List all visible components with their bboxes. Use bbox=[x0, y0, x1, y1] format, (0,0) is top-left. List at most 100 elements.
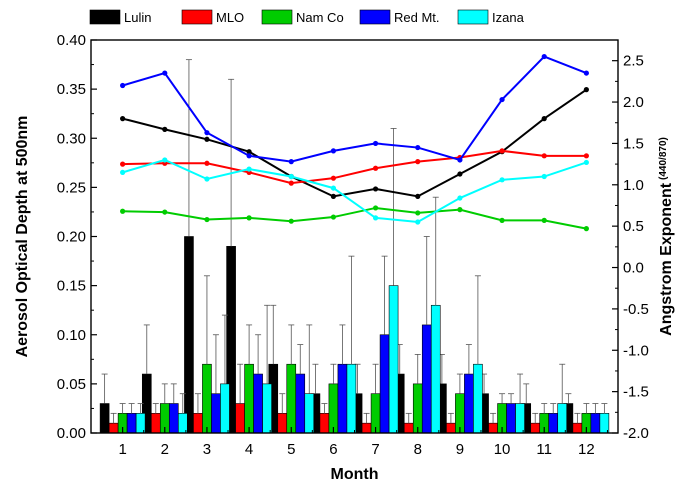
red-mt-angstrom-line bbox=[122, 55, 587, 163]
izana-angstrom-point bbox=[288, 173, 294, 180]
x-tick-label: 8 bbox=[414, 441, 422, 458]
right-y-tick-label: -0.5 bbox=[623, 301, 649, 318]
izana-angstrom-point bbox=[204, 176, 210, 182]
right-y-tick-label: -1.5 bbox=[623, 384, 649, 401]
right-y-axis-title: Angstrom Exponent (440/870) bbox=[658, 137, 675, 336]
x-tick-label: 9 bbox=[456, 441, 464, 458]
right-y-tick-label: 1.0 bbox=[623, 177, 644, 194]
red-mt-angstrom-point bbox=[372, 140, 379, 147]
left-y-tick-label: 0.30 bbox=[57, 130, 86, 147]
left-y-tick-label: 0.00 bbox=[57, 425, 86, 442]
x-tick-label: 2 bbox=[161, 441, 169, 458]
mlo-bar bbox=[235, 403, 245, 434]
nam-co-angstrom-point bbox=[541, 217, 547, 223]
red-mt-angstrom-point bbox=[541, 53, 547, 60]
nam-co-angstrom-point bbox=[246, 215, 252, 221]
red-mt-angstrom-point bbox=[246, 153, 252, 159]
lulin-bar bbox=[184, 236, 194, 434]
red-mt-angstrom-point bbox=[120, 82, 126, 89]
nam-co-angstrom-point bbox=[330, 214, 337, 220]
legend-label-nam-co: Nam Co bbox=[296, 10, 344, 25]
red-mt-angstrom-point bbox=[415, 144, 421, 151]
mlo-angstrom-point bbox=[499, 148, 505, 154]
red-mt-bar bbox=[253, 373, 263, 434]
red-mt-angstrom-point bbox=[499, 96, 505, 103]
lulin-angstrom-point bbox=[372, 186, 379, 192]
nam-co-angstrom-point bbox=[372, 205, 379, 211]
legend-swatch-lulin bbox=[89, 9, 121, 25]
line-series bbox=[120, 53, 589, 232]
red-mt-angstrom-point bbox=[162, 70, 168, 76]
right-y-tick-label: -1.0 bbox=[623, 342, 649, 359]
lulin-angstrom-point bbox=[583, 87, 589, 93]
lulin-angstrom-point bbox=[120, 116, 126, 122]
nam-co-bar bbox=[328, 383, 339, 434]
red-mt-bar bbox=[464, 373, 474, 434]
right-y-tick-label: 2.0 bbox=[623, 94, 644, 111]
mlo-bar bbox=[277, 413, 288, 434]
mlo-bar bbox=[319, 413, 330, 434]
left-y-axis-title: Aerosol Optical Depth at 500nm bbox=[14, 116, 31, 358]
izana-angstrom-point bbox=[246, 166, 252, 172]
x-tick-label: 6 bbox=[329, 441, 337, 458]
izana-angstrom-point bbox=[120, 169, 126, 175]
izana-bar bbox=[515, 403, 525, 434]
mlo-bar bbox=[488, 422, 498, 434]
izana-angstrom-point bbox=[541, 173, 547, 180]
lulin-angstrom-point bbox=[204, 136, 210, 142]
mlo-bar bbox=[403, 422, 414, 434]
x-tick-label: 7 bbox=[371, 441, 379, 458]
red-mt-angstrom-point bbox=[288, 159, 294, 165]
izana-angstrom-point bbox=[457, 195, 463, 201]
red-mt-bar bbox=[337, 363, 348, 434]
nam-co-angstrom-line bbox=[122, 206, 587, 230]
nam-co-angstrom-point bbox=[120, 208, 126, 214]
red-mt-angstrom-point bbox=[204, 130, 210, 136]
red-mt-bar bbox=[379, 334, 390, 434]
red-mt-bar bbox=[295, 373, 306, 434]
left-y-tick-label: 0.20 bbox=[57, 229, 86, 246]
right-y-tick-label: 0.0 bbox=[623, 260, 644, 277]
mlo-bar bbox=[361, 422, 372, 434]
x-tick-label: 1 bbox=[118, 441, 126, 458]
right-y-axis-title-main: Angstrom Exponent bbox=[658, 182, 675, 336]
legend-swatch-izana bbox=[457, 9, 489, 25]
nam-co-bar bbox=[244, 363, 254, 434]
mlo-angstrom-point bbox=[288, 180, 294, 186]
red-mt-bar bbox=[211, 393, 221, 434]
mlo-bar bbox=[193, 413, 203, 434]
bar-series bbox=[99, 59, 610, 434]
legend-label-red-mt: Red Mt. bbox=[394, 10, 440, 25]
izana-bar bbox=[346, 363, 357, 434]
mlo-bar bbox=[572, 422, 583, 434]
right-y-tick-label: -2.0 bbox=[623, 425, 649, 442]
izana-bar bbox=[473, 363, 483, 434]
nam-co-angstrom-point bbox=[499, 217, 505, 223]
legend-label-lulin: Lulin bbox=[124, 10, 151, 25]
x-tick-label: 5 bbox=[287, 441, 295, 458]
lulin-angstrom-point bbox=[330, 193, 337, 199]
left-y-tick-label: 0.15 bbox=[57, 278, 86, 295]
izana-bar bbox=[557, 403, 568, 434]
legend-label-izana: Izana bbox=[492, 10, 525, 25]
nam-co-angstrom-point bbox=[457, 207, 463, 213]
izana-bar bbox=[262, 383, 272, 434]
red-mt-bar bbox=[126, 413, 137, 434]
x-tick-label: 3 bbox=[203, 441, 211, 458]
red-mt-angstrom-point bbox=[330, 148, 337, 154]
mlo-angstrom-point bbox=[541, 153, 547, 159]
lulin-angstrom-point bbox=[541, 116, 547, 122]
izana-angstrom-point bbox=[415, 219, 421, 225]
right-y-tick-label: 1.5 bbox=[623, 135, 644, 152]
izana-angstrom-line bbox=[122, 158, 587, 224]
lulin-angstrom-point bbox=[415, 193, 421, 199]
izana-angstrom-point bbox=[583, 159, 589, 166]
mlo-bar bbox=[108, 422, 119, 434]
legend-swatch-red-mt bbox=[359, 9, 391, 25]
left-y-tick-label: 0.40 bbox=[57, 32, 86, 49]
mlo-angstrom-point bbox=[415, 159, 421, 165]
left-y-tick-label: 0.10 bbox=[57, 327, 86, 344]
nam-co-angstrom-point bbox=[204, 216, 210, 223]
mlo-angstrom-point bbox=[372, 165, 379, 171]
